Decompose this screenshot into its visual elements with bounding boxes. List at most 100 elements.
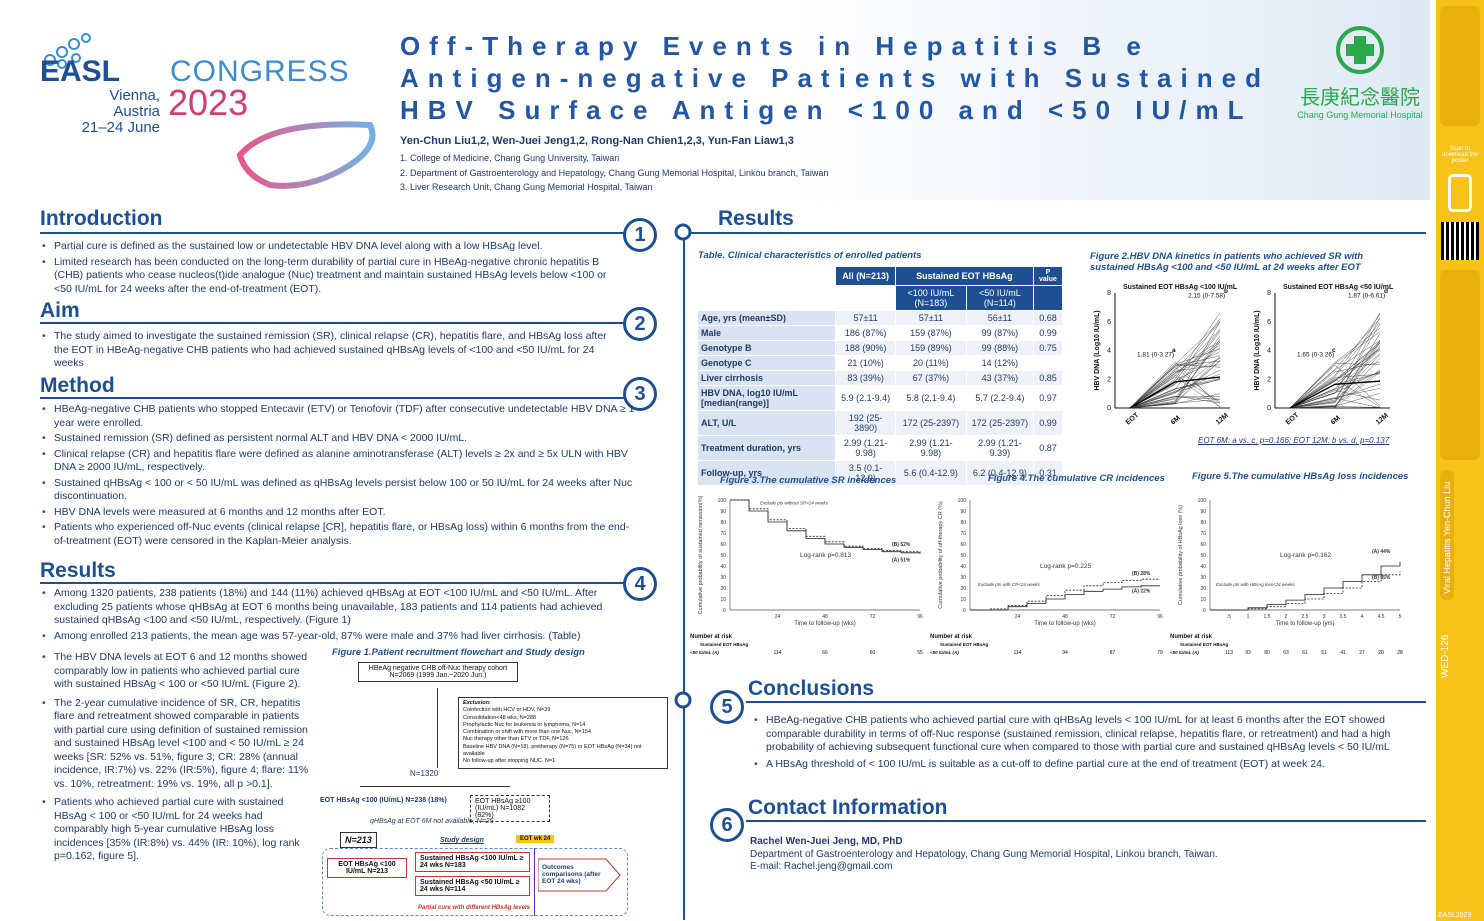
- intro-bullet: Limited research has been conducted on t…: [40, 256, 620, 297]
- table-cell: 5.9 (2.1-9.4): [835, 385, 896, 411]
- km-risk-row-label: <50 IU/mL (A): [930, 650, 959, 655]
- fig1-week24-line: [534, 848, 535, 916]
- table-row: Treatment duration, yrs 2.99 (1.21-9.98) 2…: [696, 435, 1064, 461]
- table-cell: 67 (37%): [894, 370, 967, 386]
- column-divider: [683, 230, 685, 920]
- title-line-2: Antigen-negative Patients with Sustained: [400, 63, 1270, 93]
- km-xlabel: Time to follow-up (wks): [1034, 621, 1095, 627]
- km-risk-a: 93: [1245, 650, 1251, 655]
- fig2-patient-line: [1289, 323, 1381, 409]
- km-label-b: (B) 35%: [1372, 575, 1391, 581]
- km-exclude-note: Exclude pts with CR<24 weeks: [978, 582, 1041, 587]
- km-ytick: 40: [960, 564, 966, 570]
- fig1-b3: Sustained HBsAg <50 IU/mL ≥ 24 wks N=114: [415, 876, 530, 896]
- fig2-patient-line: [1129, 373, 1221, 409]
- km-ytick: 90: [720, 509, 726, 515]
- km-ylabel: Cumulative probability of off-therapy CR…: [938, 501, 944, 609]
- fig2-patient-line: [1289, 327, 1381, 409]
- fig2-patient-line: [1129, 330, 1221, 409]
- table-row: Follow-up, yrs 3.5 (0.1-12.9) 5.6 (0.4-12.…: [696, 460, 1064, 486]
- fig2-patient-line: [1289, 318, 1381, 409]
- phone-icon: [1448, 174, 1472, 212]
- fig2-ytick: 6: [1107, 319, 1111, 326]
- fig2-xtick: 12M: [1215, 412, 1230, 426]
- km-xtick: 3: [1323, 614, 1326, 620]
- km-ytick: 60: [720, 542, 726, 548]
- table-cell: 172 (25-2397): [894, 410, 967, 436]
- km-ylabel: Cumulative probability of sustained remi…: [698, 495, 704, 614]
- title-line-1: Off-Therapy Events in Hepatitis B e: [400, 31, 1150, 61]
- fig2-patient-line: [1289, 314, 1381, 409]
- table-row: Liver cirrhosis 83 (39%) 67 (37%) 43 (37%) 0…: [696, 370, 1064, 386]
- fig1-design: Study design: [440, 837, 484, 844]
- fig2-patient-line: [1129, 369, 1221, 409]
- km-xtick: 72: [870, 614, 876, 620]
- table-cell: 0.87: [1032, 435, 1064, 461]
- th: All (N=213): [835, 266, 896, 286]
- contact-email[interactable]: E-mail: Rachel.jeng@gmail.com: [750, 861, 893, 872]
- fig2-patient-line: [1289, 397, 1381, 409]
- table-cell: 3.5 (0.1-12.9): [835, 460, 896, 486]
- sidebar-topic-panel: Viral Hepatitis Yen-Chun Liu: [1440, 470, 1454, 600]
- km-xtick: 5: [1399, 614, 1402, 620]
- scan-text: Scan to download the poster: [1442, 146, 1478, 164]
- km-risk-sub: Sustained EOT HBsAg: [940, 642, 989, 647]
- sidebar-code: WED-126: [1440, 634, 1451, 678]
- qr-code-icon[interactable]: [1441, 222, 1479, 260]
- aim-rule: [40, 322, 640, 324]
- fig2-patient-line: [1129, 379, 1221, 409]
- km-risk-a: 114: [774, 650, 782, 655]
- fig2-letter: c: [1332, 347, 1336, 354]
- exclusion-item: Coinfection with HCV or HDV, N=39: [463, 707, 551, 714]
- sidebar-topic: Viral Hepatitis: [1442, 538, 1452, 594]
- fig2-patient-line: [1289, 322, 1381, 409]
- km-label-a: (A) 22%: [1132, 588, 1151, 594]
- km-ytick: 80: [720, 520, 726, 526]
- fig2-patient-line: [1129, 329, 1221, 409]
- fig1-caption: Figure 1.Patient recruitment flowchart a…: [332, 647, 585, 658]
- km-curve: [1210, 561, 1401, 611]
- table-cell: 21 (10%): [835, 355, 896, 371]
- aim-heading: Aim: [40, 299, 80, 322]
- exclusion-item: Combination or shift with more than one …: [463, 729, 591, 736]
- fig5-caption: Figure 5.The cumulative HBsAg loss incid…: [1192, 471, 1409, 482]
- fig2-patient-line: [1129, 318, 1221, 409]
- km-risk-a: 94: [1062, 650, 1068, 655]
- km-risk-sub: Sustained EOT HBsAg: [1180, 642, 1229, 647]
- table-cell: ALT, U/L: [696, 410, 837, 436]
- section-number-5: 5: [710, 690, 744, 724]
- table-cell: 20 (11%): [894, 355, 967, 371]
- congress-dates: 21–24 June: [81, 119, 160, 136]
- table-cell: 99 (87%): [965, 325, 1034, 341]
- table-cell: Age, yrs (mean±SD): [696, 310, 837, 326]
- contact-heading: Contact Information: [748, 796, 948, 819]
- right-sidebar: Scan to download the poster Viral Hepati…: [1436, 0, 1484, 921]
- fig2-xtick: 6M: [1170, 415, 1182, 427]
- table-cell: 2.99 (1.21-9.39): [965, 435, 1034, 461]
- table-row: Genotype B 188 (90%) 159 (89%) 99 (88%) 0.75: [696, 340, 1064, 356]
- td: <100 IU/mL (N=183): [894, 285, 967, 311]
- results-bullets-top: Among 1320 patients, 238 patients (18%) …: [40, 587, 640, 645]
- fig2-label-6m: 1.65 (0-3.26): [1297, 351, 1334, 358]
- exclusion-title: Exclusion:: [463, 700, 491, 706]
- sidebar-logo-panel: [1440, 6, 1480, 126]
- section-number-2: 2: [623, 307, 657, 341]
- fig2-ytick: 2: [1107, 376, 1111, 383]
- congress-logo-text: CONGRESS: [170, 55, 350, 88]
- km-risk-a: 28: [1397, 650, 1403, 655]
- km-risk-a: 20: [1378, 650, 1384, 655]
- km-risk-sub: Sustained EOT HBsAg: [700, 642, 749, 647]
- table-cell: [1032, 355, 1064, 371]
- fig1-outcome-arrow-icon: [538, 858, 621, 892]
- km-ytick: 0: [963, 608, 966, 614]
- method-bullets: HBeAg-negative CHB patients who stopped …: [40, 403, 635, 550]
- table-cell: HBV DNA, log10 IU/mL [median(range)]: [696, 385, 837, 411]
- poster-title: Off-Therapy Events in Hepatitis B e Anti…: [400, 30, 1280, 126]
- conclusion-bullet: HBeAg-negative CHB patients who achieved…: [752, 714, 1392, 755]
- km-risk-row-label: <50 IU/mL (A): [690, 650, 719, 655]
- exclusion-item: Baseline HBV DNA (N=18), pretherapy (N=7…: [463, 743, 642, 758]
- fig2-letter: a: [1172, 347, 1176, 354]
- table-cell: 5.7 (2.2-9.4): [965, 385, 1034, 411]
- fig2-ylabel: HBV DNA (Log10 IU/mL): [1094, 310, 1101, 390]
- fig3-caption: Figure 3.The cumulative SR incidences: [720, 475, 897, 486]
